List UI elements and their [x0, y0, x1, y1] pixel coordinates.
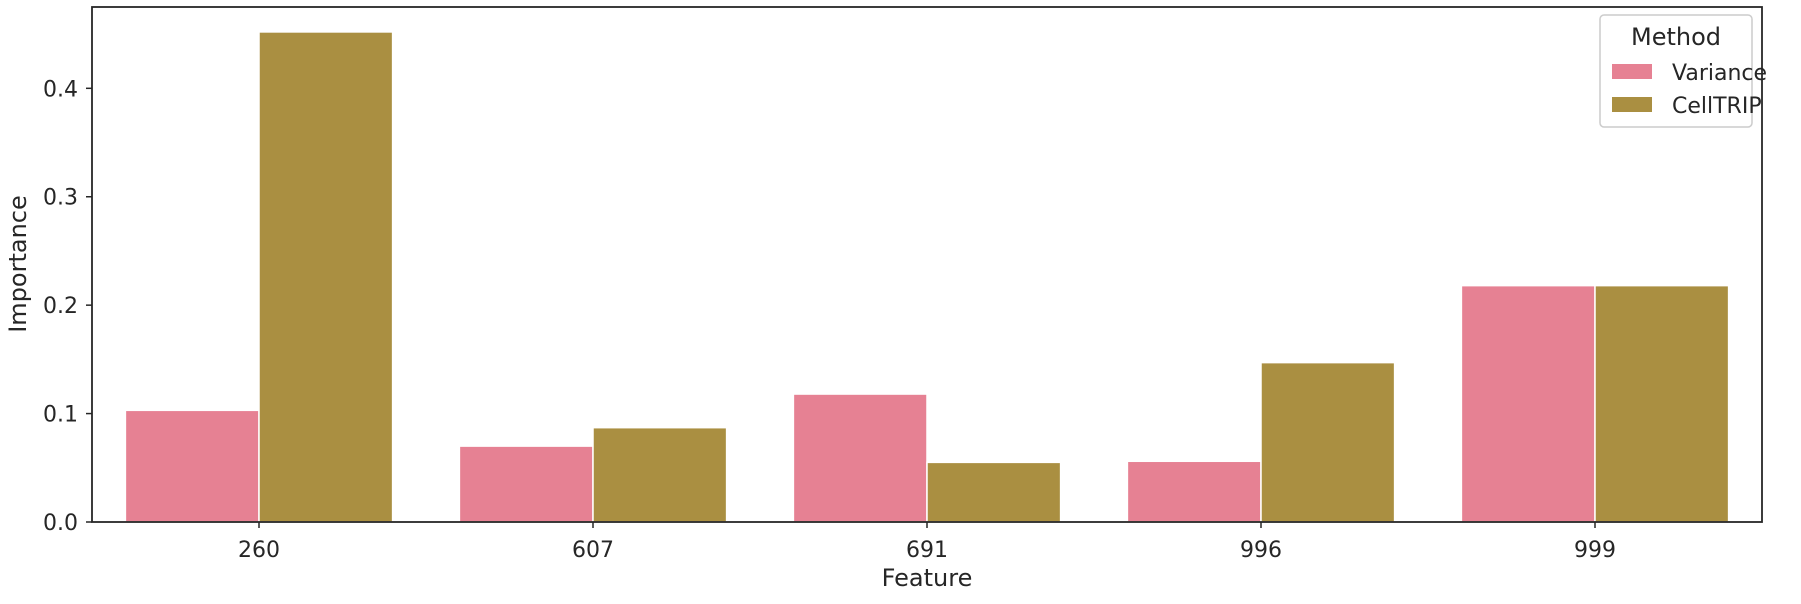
bar-variance-999 [1460, 284, 1596, 523]
legend-swatch-celltrip [1612, 97, 1652, 112]
x-axis: 260 607 691 996 999 [238, 522, 1616, 563]
bar-variance-607 [458, 445, 594, 523]
x-tick-label: 691 [906, 538, 948, 563]
x-tick-label: 999 [1574, 538, 1616, 563]
bar-celltrip-691 [926, 461, 1062, 523]
x-axis-label: Feature [882, 564, 973, 592]
y-tick-label: 0.2 [43, 294, 78, 319]
y-tick-label: 0.3 [43, 186, 78, 211]
bars-layer [124, 31, 1730, 523]
legend-label-celltrip: CellTRIP [1672, 94, 1762, 119]
y-axis-label: Importance [4, 195, 32, 333]
bar-celltrip-260 [258, 31, 394, 523]
x-tick-label: 607 [572, 538, 614, 563]
y-tick-label: 0.1 [43, 403, 78, 428]
x-tick-label: 260 [238, 538, 280, 563]
bar-variance-996 [1126, 460, 1262, 523]
bar-celltrip-999 [1594, 284, 1730, 523]
legend-swatch-variance [1612, 64, 1652, 79]
legend-label-variance: Variance [1672, 61, 1767, 86]
legend: Method Variance CellTRIP [1599, 14, 1767, 128]
y-tick-label: 0.4 [43, 77, 78, 102]
bar-celltrip-996 [1260, 361, 1396, 523]
legend-entries: Variance CellTRIP [1612, 61, 1767, 119]
legend-title: Method [1631, 23, 1721, 51]
y-tick-label: 0.0 [43, 511, 78, 536]
y-axis: 0.0 0.1 0.2 0.3 0.4 [43, 77, 92, 536]
bar-variance-260 [124, 409, 260, 523]
x-tick-label: 996 [1240, 538, 1282, 563]
bar-variance-691 [792, 393, 928, 523]
bar-celltrip-607 [592, 426, 728, 523]
